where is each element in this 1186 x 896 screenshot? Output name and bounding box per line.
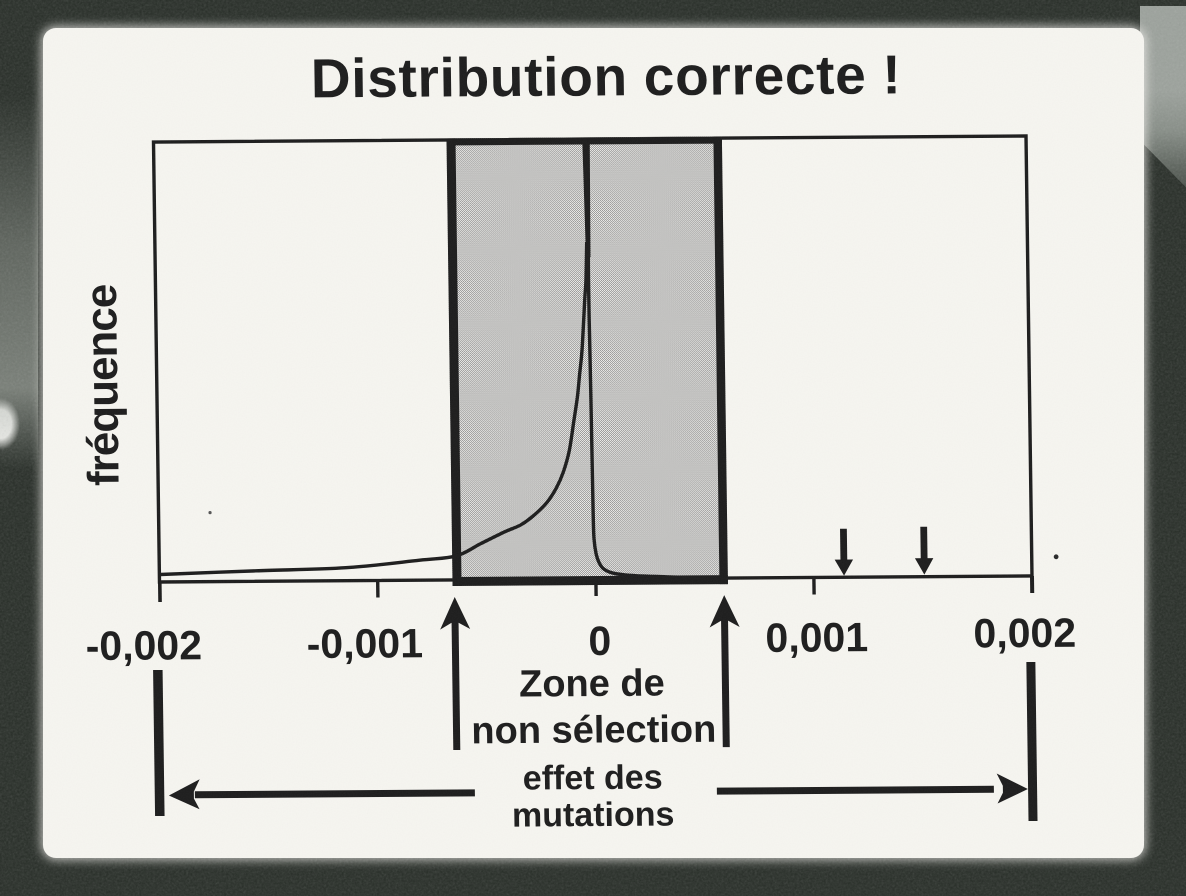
svg-text:non sélection: non sélection bbox=[471, 709, 716, 753]
svg-text:0: 0 bbox=[588, 618, 611, 664]
svg-text:Zone de: Zone de bbox=[519, 663, 665, 706]
svg-text:0,001: 0,001 bbox=[765, 614, 868, 661]
svg-text:effet des: effet des bbox=[523, 759, 663, 798]
svg-text:0,002: 0,002 bbox=[973, 610, 1076, 657]
svg-text:-0,002: -0,002 bbox=[85, 622, 202, 669]
svg-text:mutations: mutations bbox=[512, 795, 675, 834]
svg-text:Distribution correcte !: Distribution correcte ! bbox=[310, 43, 901, 109]
svg-text:fréquence: fréquence bbox=[77, 285, 129, 487]
svg-text:-0,001: -0,001 bbox=[306, 620, 423, 667]
